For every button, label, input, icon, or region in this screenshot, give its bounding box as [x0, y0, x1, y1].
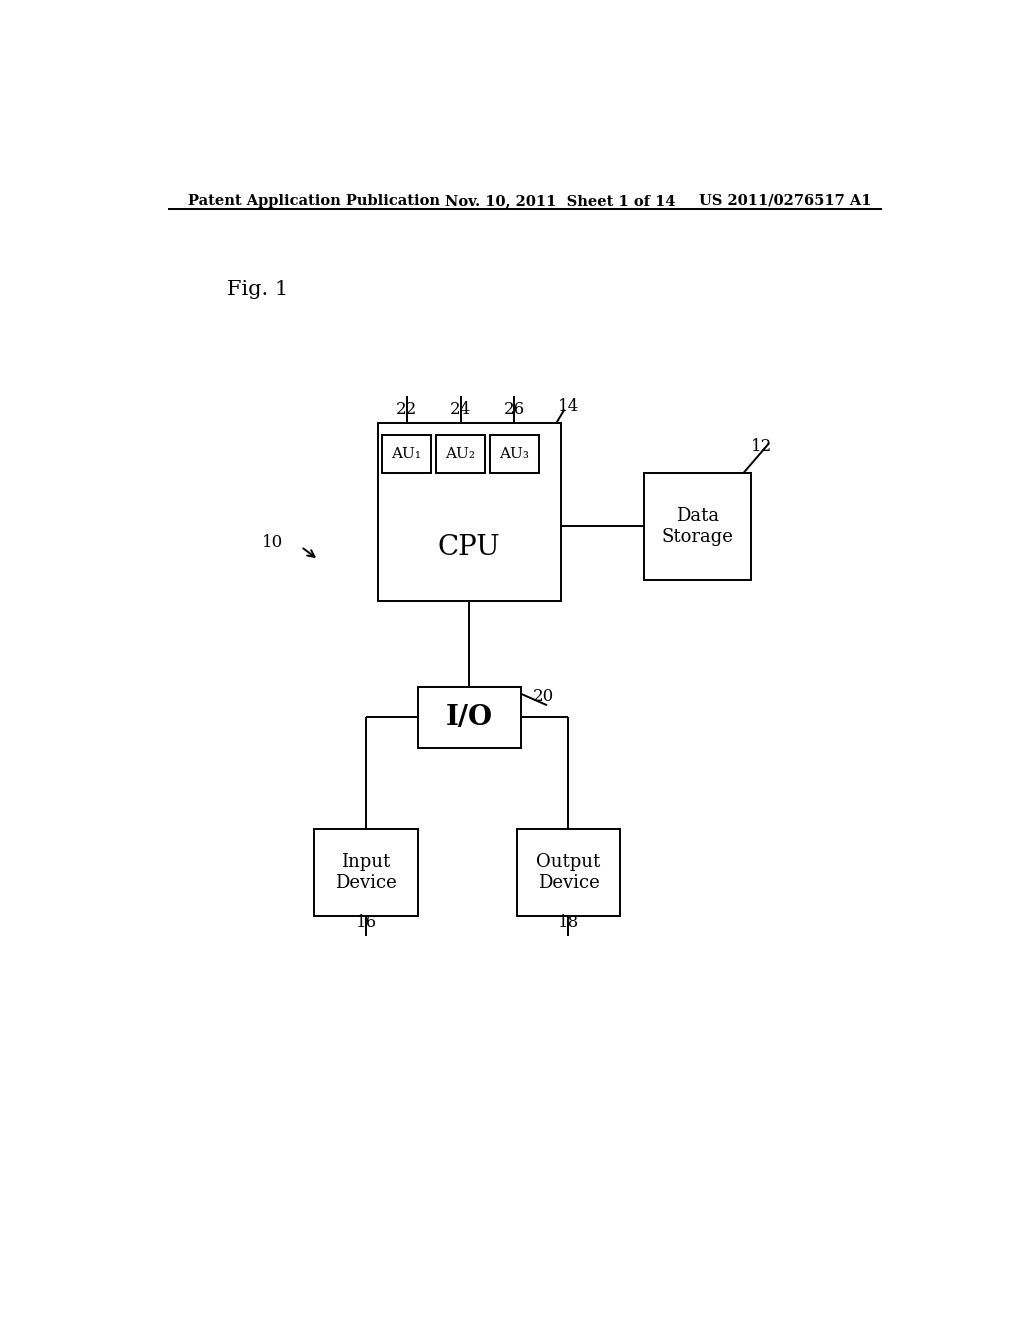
Text: Nov. 10, 2011  Sheet 1 of 14: Nov. 10, 2011 Sheet 1 of 14 — [445, 194, 676, 209]
Text: 20: 20 — [532, 688, 554, 705]
Text: AU₁: AU₁ — [391, 447, 422, 461]
Text: Data
Storage: Data Storage — [662, 507, 733, 546]
Text: Patent Application Publication: Patent Application Publication — [187, 194, 439, 209]
Text: Output
Device: Output Device — [537, 853, 600, 892]
Text: US 2011/0276517 A1: US 2011/0276517 A1 — [699, 194, 871, 209]
Text: 18: 18 — [558, 913, 580, 931]
Bar — [517, 829, 621, 916]
Text: Input
Device: Input Device — [335, 853, 397, 892]
Text: 24: 24 — [450, 400, 471, 417]
Text: AU₃: AU₃ — [500, 447, 529, 461]
Bar — [378, 422, 560, 601]
Bar — [418, 686, 521, 748]
Bar — [644, 474, 751, 581]
Text: 12: 12 — [751, 438, 772, 455]
Text: 14: 14 — [558, 397, 580, 414]
Text: 26: 26 — [504, 400, 525, 417]
Bar — [382, 434, 431, 474]
Bar — [436, 434, 485, 474]
Bar — [314, 829, 418, 916]
Bar — [489, 434, 539, 474]
Text: Fig. 1: Fig. 1 — [227, 280, 289, 300]
Text: I/O: I/O — [445, 704, 493, 731]
Text: AU₂: AU₂ — [445, 447, 475, 461]
Text: CPU: CPU — [438, 533, 501, 561]
Text: 10: 10 — [261, 535, 283, 550]
Text: 16: 16 — [355, 913, 377, 931]
Text: 22: 22 — [396, 400, 417, 417]
